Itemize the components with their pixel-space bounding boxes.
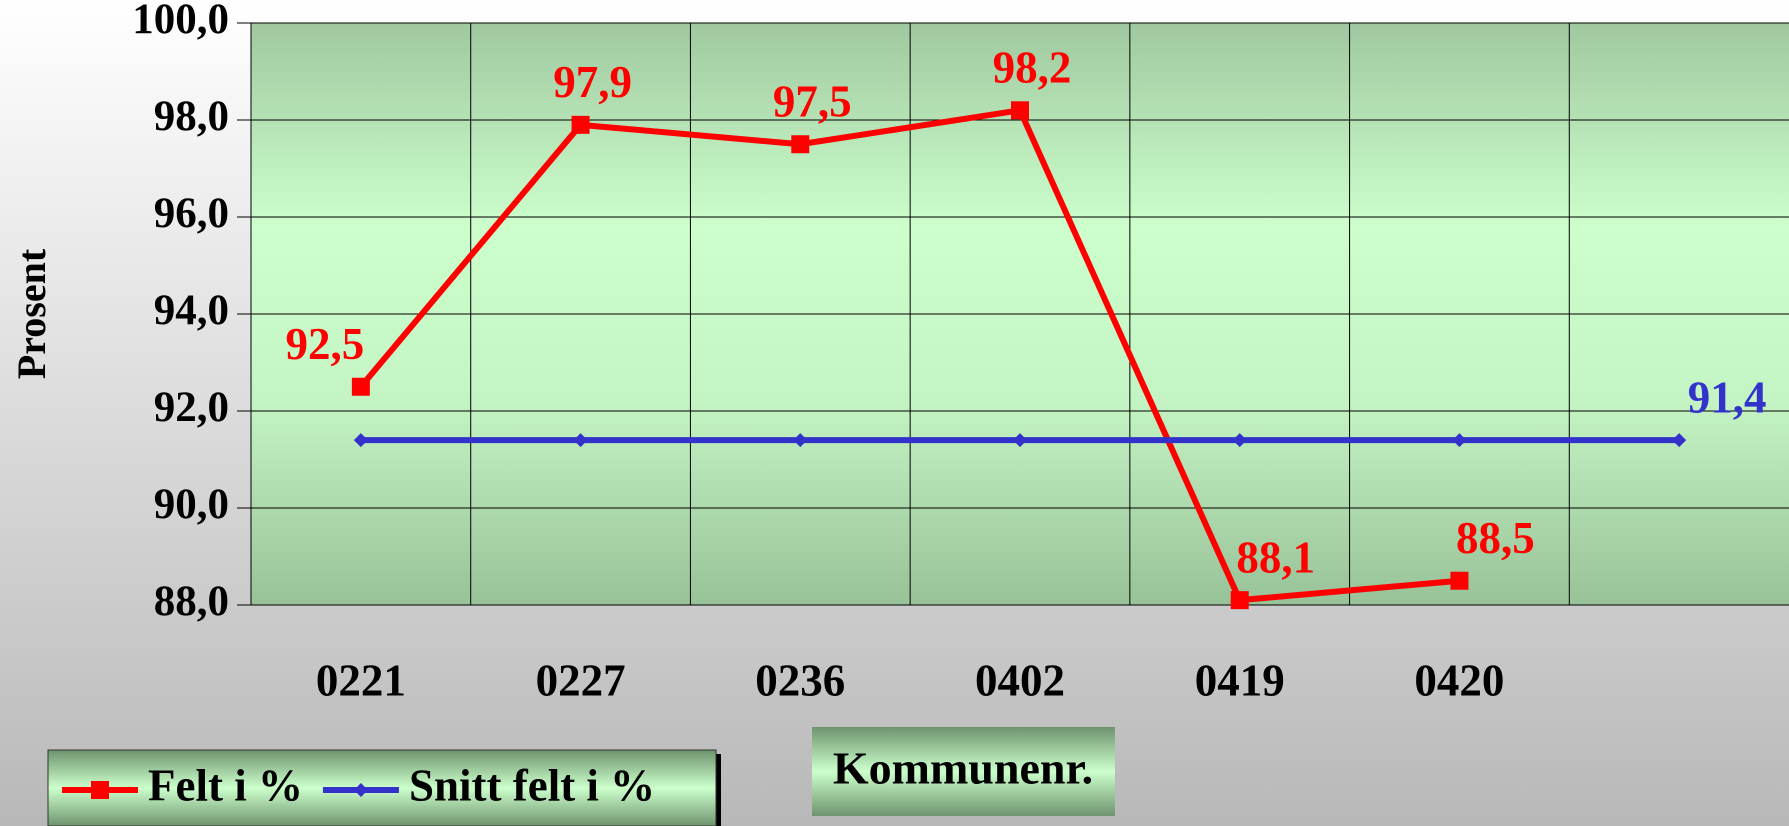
marker xyxy=(1013,433,1027,448)
x-tick-label: 0221 xyxy=(316,655,406,705)
marker xyxy=(1011,101,1029,120)
legend-marker xyxy=(91,781,109,799)
marker xyxy=(1232,433,1247,448)
x-tick-label: 0420 xyxy=(1414,655,1504,705)
x-tick-label: 0402 xyxy=(975,655,1065,705)
data-label: 98,2 xyxy=(993,43,1072,93)
marker xyxy=(573,433,588,448)
data-label: 97,5 xyxy=(773,77,852,127)
legend-label: Snitt felt i % xyxy=(409,760,655,810)
data-label: 88,5 xyxy=(1456,513,1535,563)
y-tick-label: 92,0 xyxy=(154,384,229,431)
y-axis-label: Prosent xyxy=(9,248,54,379)
marker xyxy=(1450,571,1469,590)
marker xyxy=(353,433,368,448)
y-tick-label: 94,0 xyxy=(154,287,229,334)
x-axis-label-box xyxy=(812,727,1115,816)
y-tick-label: 96,0 xyxy=(154,190,229,237)
y-tick-label: 98,0 xyxy=(154,93,229,140)
series-line xyxy=(358,106,1460,604)
x-tick-label: 0236 xyxy=(755,655,845,705)
marker xyxy=(1452,433,1467,448)
legend-label: Felt i % xyxy=(148,760,303,810)
marker xyxy=(1672,433,1687,448)
legend-marker xyxy=(353,783,368,797)
data-label: 92,5 xyxy=(285,319,364,369)
x-tick-label: 0227 xyxy=(536,655,626,705)
data-label: 88,1 xyxy=(1236,532,1315,582)
y-tick-label: 90,0 xyxy=(154,481,229,528)
data-label: 91,4 xyxy=(1688,372,1767,422)
data-label: 97,9 xyxy=(553,57,632,107)
y-tick-label: 100,0 xyxy=(132,0,229,43)
marker xyxy=(793,433,808,448)
y-tick-label: 88,0 xyxy=(154,578,229,625)
x-axis-label: Kommunenr. xyxy=(833,743,1093,794)
marker xyxy=(571,115,590,134)
x-tick-label: 0419 xyxy=(1195,655,1285,705)
marker xyxy=(1230,591,1249,610)
marker xyxy=(791,135,810,154)
marker xyxy=(351,377,370,396)
